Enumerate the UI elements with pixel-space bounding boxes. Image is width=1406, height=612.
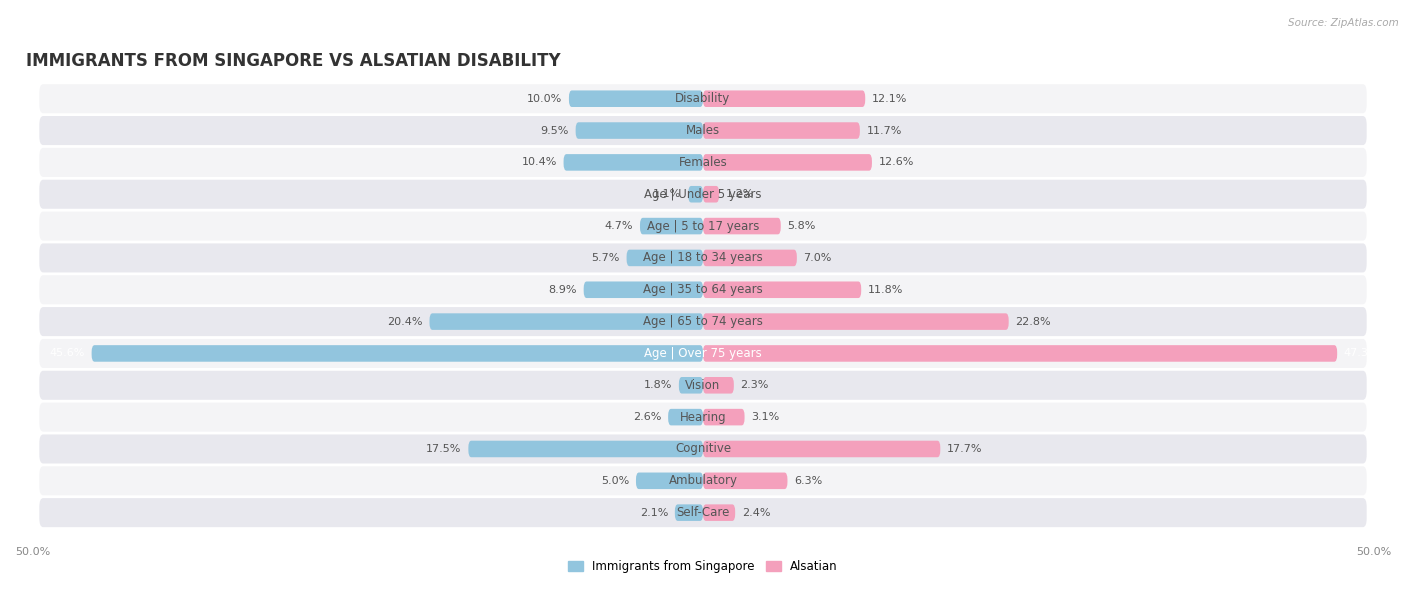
FancyBboxPatch shape [91, 345, 703, 362]
FancyBboxPatch shape [39, 498, 1367, 527]
FancyBboxPatch shape [703, 154, 872, 171]
FancyBboxPatch shape [39, 466, 1367, 495]
Text: 2.3%: 2.3% [741, 380, 769, 390]
Text: 20.4%: 20.4% [387, 316, 423, 327]
FancyBboxPatch shape [39, 403, 1367, 431]
Text: 5.0%: 5.0% [600, 476, 630, 486]
Text: Age | Under 5 years: Age | Under 5 years [644, 188, 762, 201]
Text: 10.0%: 10.0% [527, 94, 562, 103]
Text: 11.7%: 11.7% [866, 125, 901, 135]
FancyBboxPatch shape [39, 148, 1367, 177]
Text: Males: Males [686, 124, 720, 137]
FancyBboxPatch shape [583, 282, 703, 298]
FancyBboxPatch shape [703, 250, 797, 266]
FancyBboxPatch shape [675, 504, 703, 521]
Text: 17.7%: 17.7% [948, 444, 983, 454]
FancyBboxPatch shape [39, 275, 1367, 304]
Text: Females: Females [679, 156, 727, 169]
FancyBboxPatch shape [636, 472, 703, 489]
Text: 11.8%: 11.8% [868, 285, 903, 295]
FancyBboxPatch shape [468, 441, 703, 457]
Text: 12.1%: 12.1% [872, 94, 907, 103]
FancyBboxPatch shape [39, 435, 1367, 463]
FancyBboxPatch shape [703, 377, 734, 394]
FancyBboxPatch shape [569, 91, 703, 107]
Text: Vision: Vision [685, 379, 721, 392]
Text: Cognitive: Cognitive [675, 442, 731, 455]
FancyBboxPatch shape [689, 186, 703, 203]
Text: Age | 65 to 74 years: Age | 65 to 74 years [643, 315, 763, 328]
FancyBboxPatch shape [668, 409, 703, 425]
FancyBboxPatch shape [429, 313, 703, 330]
FancyBboxPatch shape [703, 345, 1337, 362]
FancyBboxPatch shape [703, 313, 1008, 330]
FancyBboxPatch shape [575, 122, 703, 139]
Text: 6.3%: 6.3% [794, 476, 823, 486]
Text: Age | 18 to 34 years: Age | 18 to 34 years [643, 252, 763, 264]
Text: Age | Over 75 years: Age | Over 75 years [644, 347, 762, 360]
Text: 47.3%: 47.3% [1344, 348, 1379, 359]
FancyBboxPatch shape [39, 307, 1367, 336]
Text: 2.6%: 2.6% [633, 412, 661, 422]
FancyBboxPatch shape [703, 186, 718, 203]
Text: 5.7%: 5.7% [592, 253, 620, 263]
Text: 5.8%: 5.8% [787, 221, 815, 231]
FancyBboxPatch shape [703, 441, 941, 457]
FancyBboxPatch shape [703, 122, 860, 139]
Text: 7.0%: 7.0% [804, 253, 832, 263]
FancyBboxPatch shape [703, 91, 865, 107]
Text: 10.4%: 10.4% [522, 157, 557, 168]
Text: 22.8%: 22.8% [1015, 316, 1052, 327]
Text: 1.2%: 1.2% [725, 189, 754, 200]
Text: 1.8%: 1.8% [644, 380, 672, 390]
FancyBboxPatch shape [703, 282, 862, 298]
Text: Ambulatory: Ambulatory [668, 474, 738, 487]
Text: Self-Care: Self-Care [676, 506, 730, 519]
Text: 8.9%: 8.9% [548, 285, 576, 295]
Text: 3.1%: 3.1% [751, 412, 779, 422]
FancyBboxPatch shape [39, 180, 1367, 209]
FancyBboxPatch shape [627, 250, 703, 266]
Text: IMMIGRANTS FROM SINGAPORE VS ALSATIAN DISABILITY: IMMIGRANTS FROM SINGAPORE VS ALSATIAN DI… [25, 52, 561, 70]
Text: 12.6%: 12.6% [879, 157, 914, 168]
FancyBboxPatch shape [640, 218, 703, 234]
Text: Source: ZipAtlas.com: Source: ZipAtlas.com [1288, 18, 1399, 28]
FancyBboxPatch shape [703, 472, 787, 489]
Text: Age | 35 to 64 years: Age | 35 to 64 years [643, 283, 763, 296]
Text: 2.1%: 2.1% [640, 507, 668, 518]
FancyBboxPatch shape [564, 154, 703, 171]
Text: 4.7%: 4.7% [605, 221, 633, 231]
Text: 17.5%: 17.5% [426, 444, 461, 454]
FancyBboxPatch shape [39, 244, 1367, 272]
FancyBboxPatch shape [39, 84, 1367, 113]
Text: 1.1%: 1.1% [654, 189, 682, 200]
FancyBboxPatch shape [703, 504, 735, 521]
FancyBboxPatch shape [39, 371, 1367, 400]
FancyBboxPatch shape [679, 377, 703, 394]
Text: 2.4%: 2.4% [742, 507, 770, 518]
FancyBboxPatch shape [39, 116, 1367, 145]
Legend: Immigrants from Singapore, Alsatian: Immigrants from Singapore, Alsatian [564, 556, 842, 578]
FancyBboxPatch shape [703, 218, 780, 234]
Text: 9.5%: 9.5% [540, 125, 569, 135]
FancyBboxPatch shape [39, 339, 1367, 368]
FancyBboxPatch shape [703, 409, 745, 425]
Text: 45.6%: 45.6% [49, 348, 84, 359]
Text: Disability: Disability [675, 92, 731, 105]
FancyBboxPatch shape [39, 212, 1367, 241]
Text: Age | 5 to 17 years: Age | 5 to 17 years [647, 220, 759, 233]
Text: Hearing: Hearing [679, 411, 727, 424]
